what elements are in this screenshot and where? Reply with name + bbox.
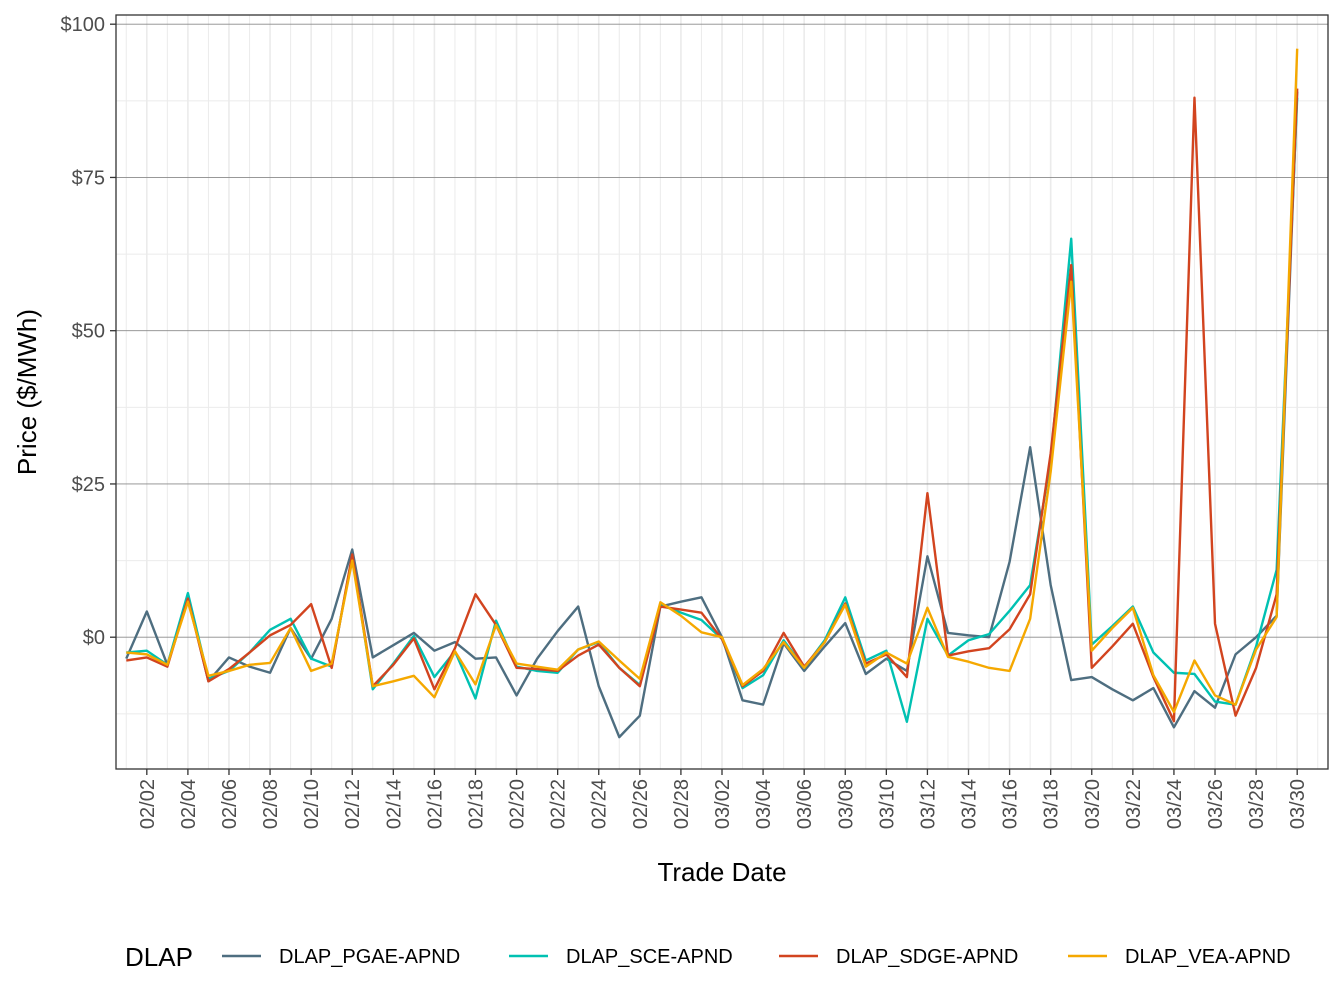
x-tick-label: 02/24: [589, 779, 611, 829]
y-tick-label: $100: [61, 14, 106, 36]
y-tick-label: $25: [72, 474, 105, 496]
x-tick-label: 02/10: [301, 779, 323, 829]
legend-label-dlap-sdge-apnd: DLAP_SDGE-APND: [836, 946, 1018, 968]
series-line-dlap-sce-apnd: [126, 97, 1299, 723]
x-tick-label: 03/08: [835, 779, 857, 829]
y-axis: $0 $25 $50 $75 $100: [61, 14, 116, 649]
y-axis-title: Price ($/MWh): [12, 309, 42, 475]
x-tick-label: 03/10: [876, 779, 898, 829]
major-gridlines: [116, 15, 1328, 769]
x-tick-label: 02/02: [137, 779, 159, 829]
x-axis-title: Trade Date: [657, 857, 786, 887]
series-lines: [125, 48, 1299, 739]
x-tick-label: 03/16: [1000, 779, 1022, 829]
x-tick-label: 03/06: [794, 779, 816, 829]
x-tick-label: 03/04: [753, 779, 775, 829]
x-tick-label: 02/04: [178, 779, 200, 829]
x-axis: 02/02 02/04 02/06 02/08 02/10 02/12 02/14 02/16…: [137, 769, 1309, 829]
x-tick-label: 02/06: [219, 779, 241, 829]
legend-title: DLAP: [125, 942, 193, 972]
x-tick-label: 02/26: [630, 779, 652, 829]
x-tick-label: 02/18: [465, 779, 487, 829]
legend: DLAP DLAP_PGAE-APND DLAP_SCE-APND DLAP_SDG…: [125, 942, 1291, 972]
x-tick-label: 03/14: [959, 779, 981, 829]
x-tick-label: 03/28: [1246, 779, 1268, 829]
x-tick-label: 03/26: [1205, 779, 1227, 829]
x-tick-label: 02/16: [424, 779, 446, 829]
x-tick-label: 02/20: [507, 779, 529, 829]
y-tick-label: $75: [72, 167, 105, 189]
x-tick-label: 03/30: [1287, 779, 1309, 829]
y-tick-label: $50: [72, 321, 105, 343]
legend-label-dlap-sce-apnd: DLAP_SCE-APND: [566, 946, 733, 968]
x-tick-label: 03/24: [1164, 779, 1186, 829]
legend-label-dlap-pgae-apnd: DLAP_PGAE-APND: [279, 946, 460, 968]
x-tick-label: 03/18: [1041, 779, 1063, 829]
x-tick-label: 02/12: [342, 779, 364, 829]
x-tick-label: 02/28: [671, 779, 693, 829]
x-tick-label: 02/08: [260, 779, 282, 829]
x-tick-label: 02/14: [383, 779, 405, 829]
x-tick-label: 03/12: [917, 779, 939, 829]
series-line-dlap-sdge-apnd: [126, 88, 1299, 723]
x-tick-label: 03/20: [1082, 779, 1104, 829]
series-line-dlap-vea-apnd: [126, 48, 1299, 714]
minor-gridlines: [116, 15, 1328, 769]
x-tick-label: 03/02: [712, 779, 734, 829]
legend-label-dlap-vea-apnd: DLAP_VEA-APND: [1125, 946, 1291, 968]
y-tick-label: $0: [83, 627, 105, 649]
x-tick-label: 02/22: [548, 779, 570, 829]
x-tick-label: 03/22: [1123, 779, 1145, 829]
